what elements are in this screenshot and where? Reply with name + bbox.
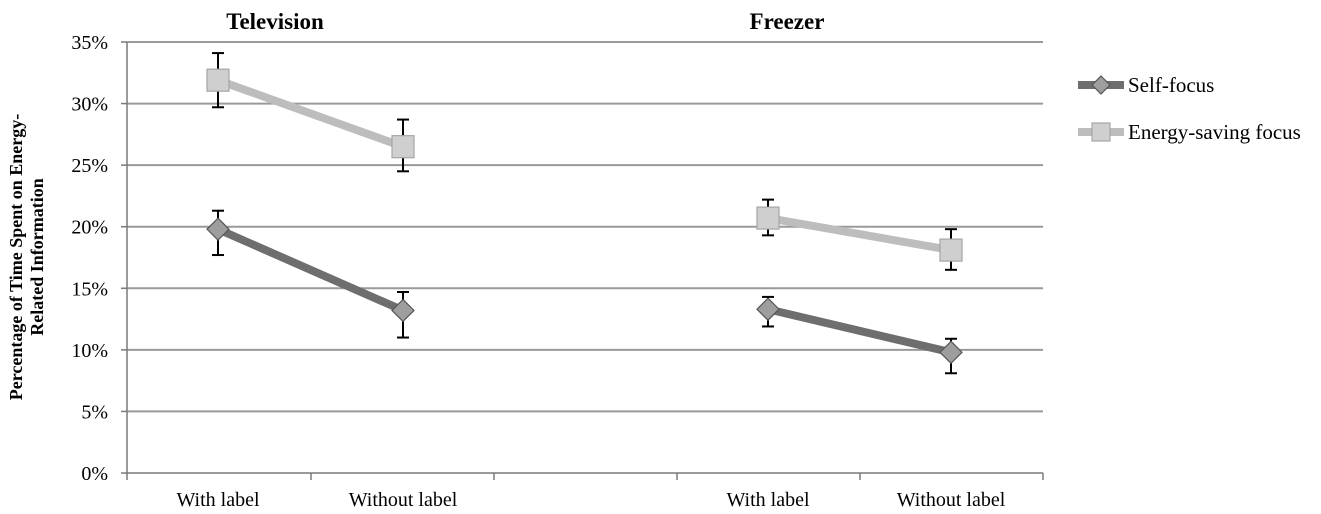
square-marker: [756, 206, 780, 230]
legend-item: Energy-saving focus: [1078, 120, 1301, 144]
y-tick-label: 0%: [81, 463, 108, 485]
series-energy-saving-focus: [206, 52, 963, 271]
y-axis-label: Percentage of Time Spent on Energy-Relat…: [6, 114, 47, 400]
series-line: [214, 76, 407, 151]
y-tick-label: 25%: [71, 155, 108, 177]
square-marker: [939, 238, 963, 262]
y-tick-label: 30%: [71, 94, 108, 116]
legend-diamond-marker: [1091, 75, 1111, 95]
diamond-marker: [756, 297, 780, 322]
x-tick-label: Without label: [897, 489, 1006, 511]
series-layer: [206, 52, 963, 375]
group-title: Television: [226, 9, 324, 34]
y-tick-label: 10%: [71, 340, 108, 362]
x-tick-label: With label: [726, 489, 810, 511]
y-tick-label: 15%: [71, 278, 108, 300]
legend-square-marker: [1091, 122, 1111, 142]
square-marker: [206, 68, 230, 92]
legend-label: Energy-saving focus: [1128, 120, 1301, 144]
diamond-marker: [391, 298, 415, 323]
y-axis-title-line: Related Information: [27, 178, 47, 335]
diamond-marker: [939, 340, 963, 365]
x-tick-label: Without label: [349, 489, 458, 511]
group-titles: Television Freezer: [226, 9, 824, 34]
legend: Self-focus Energy-saving focus: [1078, 73, 1301, 144]
series-line: [764, 305, 955, 357]
group-title: Freezer: [750, 9, 825, 34]
x-tick-label: With label: [176, 489, 260, 511]
y-tick-labels: 0% 5% 10% 15% 20% 25% 30% 35%: [71, 32, 108, 485]
y-axis-title-line: Percentage of Time Spent on Energy-: [6, 114, 26, 400]
legend-item: Self-focus: [1078, 73, 1214, 97]
square-marker: [391, 135, 415, 159]
axes: [121, 41, 1044, 480]
series-self-focus: [206, 209, 963, 375]
diamond-marker: [206, 217, 230, 242]
series-line: [214, 225, 407, 315]
y-tick-label: 5%: [81, 401, 108, 423]
y-tick-label: 35%: [71, 32, 108, 54]
y-tick-label: 20%: [71, 217, 108, 239]
legend-label: Self-focus: [1128, 73, 1214, 97]
x-tick-labels: With label Without label With label Without…: [176, 489, 1005, 511]
y-axis-title: Percentage of Time Spent on Energy-Relat…: [6, 114, 47, 400]
series-line: [764, 214, 955, 255]
